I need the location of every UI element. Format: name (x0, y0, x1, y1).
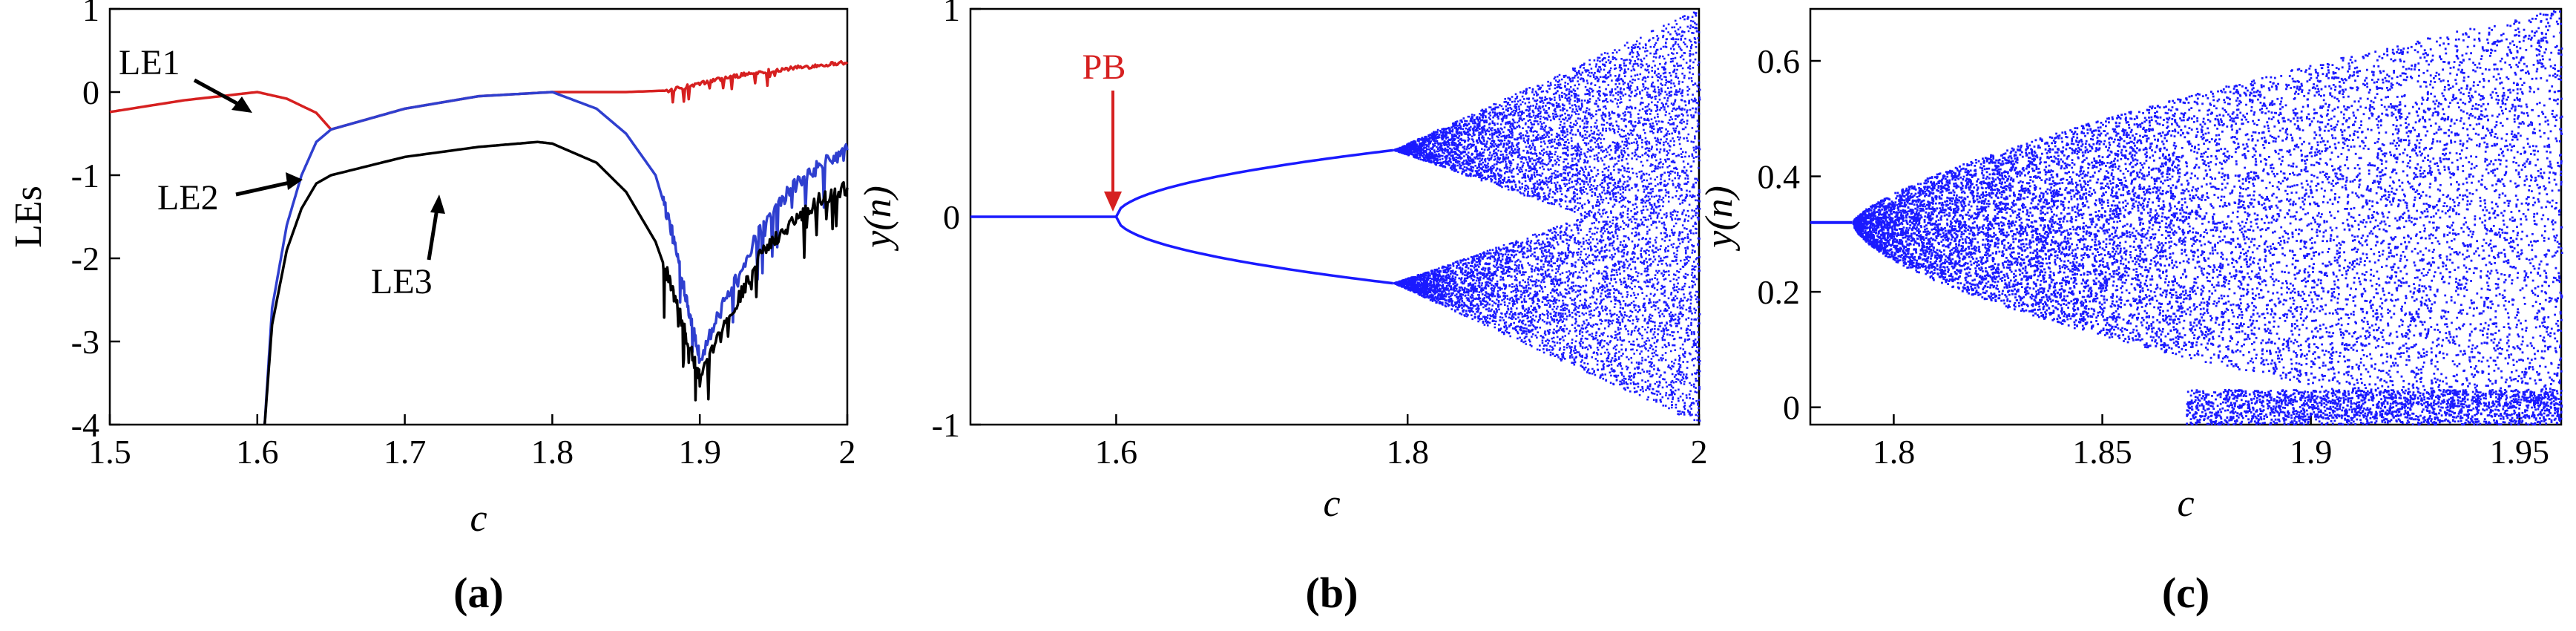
le2-label: LE2 (157, 178, 219, 218)
panel-a-ytick-label-2: -2 (71, 240, 99, 278)
panel-a-xtick-label-2: 1.7 (384, 433, 427, 471)
panel-b-ytick-label-2: 1 (943, 0, 960, 28)
panel-c-frame (1809, 7, 2563, 426)
panel-a-ytick-label-3: -1 (71, 157, 99, 194)
panel-c-series (1810, 10, 2563, 426)
le3-arrow (427, 203, 440, 261)
panel-c-xtick-label-0: 1.8 (1873, 433, 1916, 471)
chaotic-attractor-points-zoom (1852, 10, 2563, 426)
panel-b-series (970, 11, 1701, 422)
chaotic-attractor-points (1393, 11, 1701, 422)
panel-a-xtick-label-5: 2 (839, 433, 856, 471)
panel-c-ticks: 1.8 1.85 1.9 1.95 0 0.2 0.4 0.6 (1758, 42, 2550, 471)
panel-a-xlabel: c (470, 497, 487, 540)
upper-branch (1114, 148, 1393, 218)
panel-a-xtick-label-3: 1.8 (531, 433, 574, 471)
panel-c-xtick-label-1: 1.85 (2072, 433, 2132, 471)
panel-c-ytick-label-2: 0.4 (1758, 158, 1801, 196)
panel-b-label: (b) (1306, 569, 1358, 617)
panel-c-xtick-label-2: 1.9 (2290, 433, 2333, 471)
le1-arrowhead (231, 97, 252, 113)
panel-c-xtick-label-3: 1.95 (2490, 433, 2550, 471)
panel-c-ytick-label-3: 0.6 (1758, 42, 1801, 80)
panel-b-ylabel: y(n) (857, 186, 899, 252)
panel-a-ytick-label-5: 1 (82, 0, 99, 28)
panel-a-ytick-label-1: -3 (71, 323, 99, 361)
panel-a-xtick-label-4: 1.9 (678, 433, 721, 471)
le3-arrowhead (430, 194, 445, 214)
pb-arrowhead (1104, 192, 1122, 212)
panel-a-annotations: LE1 LE2 LE3 (119, 43, 445, 301)
panel-a: 1.5 1.6 1.7 1.8 1.9 2 -4 -3 -2 -1 0 1 LE1 LE2 LE3 L… (7, 0, 856, 617)
pb-label: PB (1082, 48, 1126, 87)
panel-a-ytick-label-0: -4 (71, 406, 99, 444)
panel-b-xtick-label-0: 1.6 (1095, 433, 1138, 471)
panel-a-ticks: 1.5 1.6 1.7 1.8 1.9 2 -4 -3 -2 -1 0 1 (71, 0, 856, 471)
series-le2 (263, 91, 849, 425)
panel-b-xtick-label-2: 2 (1691, 433, 1708, 471)
panel-c-label: (c) (2162, 569, 2209, 617)
panel-a-xtick-label-1: 1.6 (236, 433, 279, 471)
le1-arrow (193, 78, 246, 110)
panel-b-ticks: 1.6 1.8 2 -1 0 1 (932, 0, 1708, 471)
panel-b-xtick-label-1: 1.8 (1386, 433, 1429, 471)
panel-c-ytick-label-0: 0 (1783, 389, 1800, 427)
le1-label: LE1 (119, 43, 180, 82)
panel-c-xlabel: c (2177, 483, 2194, 525)
le2-arrowhead (286, 172, 303, 190)
panel-a-xtick-label-0: 1.5 (88, 433, 131, 471)
panel-a-ytick-label-4: 0 (82, 73, 99, 111)
panel-b: 1.6 1.8 2 -1 0 1 PB y(n) c (b) (857, 0, 1708, 617)
panel-a-label: (a) (453, 569, 504, 617)
panel-a-ylabel: LEs (7, 186, 50, 248)
panel-c-ylabel: y(n) (1698, 186, 1741, 252)
panel-b-ytick-label-1: 0 (943, 198, 960, 236)
le3-label: LE3 (371, 262, 433, 301)
le2-arrow (235, 180, 294, 197)
series-le3 (263, 140, 849, 425)
lower-branch (1114, 216, 1393, 285)
panel-b-ytick-label-0: -1 (932, 406, 960, 444)
panel-a-series (109, 59, 849, 425)
panel-c: 1.8 1.85 1.9 1.95 0 0.2 0.4 0.6 y(n) c (c) (1698, 7, 2563, 617)
panel-a-frame (108, 7, 849, 426)
panel-c-ytick-label-1: 0.2 (1758, 273, 1801, 311)
panel-b-xlabel: c (1323, 483, 1340, 525)
